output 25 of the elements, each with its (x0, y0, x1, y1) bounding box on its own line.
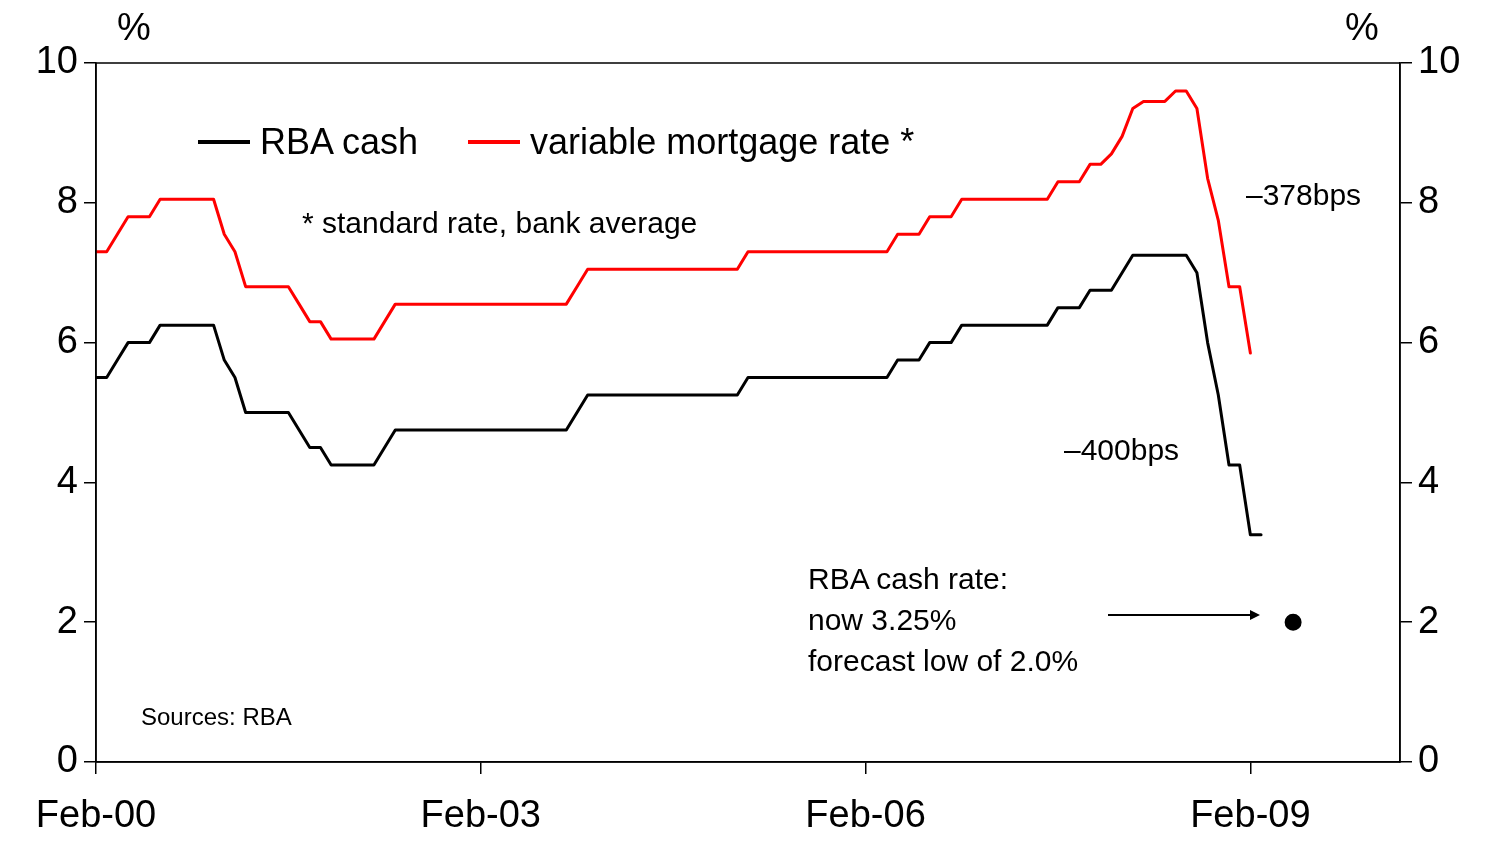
annotation: RBA cash rate: now 3.25% forecast low of 2.0% (808, 561, 1079, 679)
annotation: –378bps (1246, 178, 1362, 212)
x-tick-label: Feb-06 (805, 793, 926, 836)
y2-tick-label: 8 (1418, 179, 1440, 222)
x-tick-label: Feb-09 (1190, 793, 1311, 836)
y-tick-label: 0 (56, 738, 78, 781)
legend-label: RBA cash (260, 121, 419, 163)
annotation: Sources: RBA (141, 703, 292, 731)
y2-tick-label: 10 (1418, 39, 1461, 82)
legend-label: variable mortgage rate * (530, 121, 915, 163)
x-tick-label: Feb-00 (35, 793, 157, 836)
y2-tick-label: 0 (1418, 738, 1440, 781)
y-tick-label: 8 (56, 179, 78, 222)
y2-tick-label: 4 (1418, 458, 1440, 501)
y-tick-label: 2 (56, 598, 78, 641)
annotation: * standard rate, bank average (302, 206, 698, 240)
y2-tick-label: 2 (1418, 598, 1440, 641)
y-tick-label: 4 (56, 458, 78, 501)
y2-tick-label: 6 (1418, 319, 1440, 362)
y-axis-title: % (117, 6, 151, 49)
y-tick-label: 10 (35, 39, 78, 82)
x-tick-label: Feb-03 (420, 793, 541, 836)
annotation: –400bps (1064, 433, 1180, 467)
y2-axis-title: % (1345, 6, 1379, 49)
y-tick-label: 6 (56, 319, 78, 362)
